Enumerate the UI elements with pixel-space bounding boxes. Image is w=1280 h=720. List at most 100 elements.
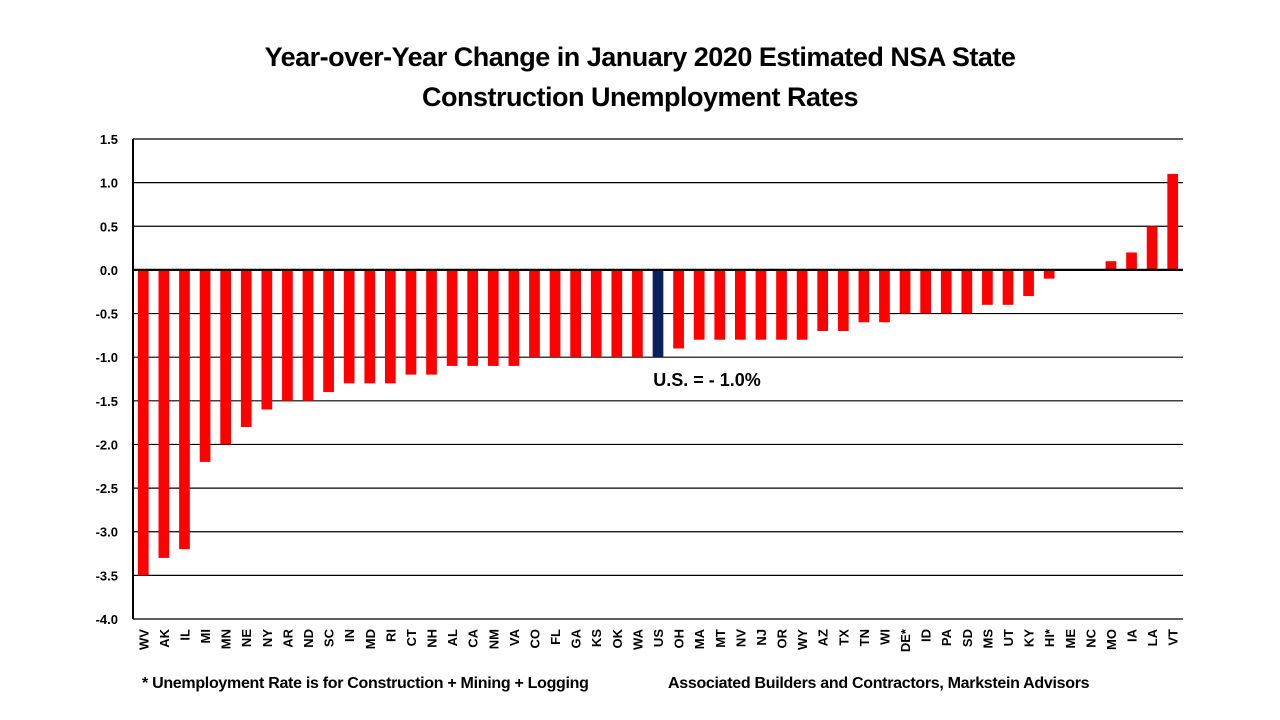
x-tick-label: OH xyxy=(672,629,687,649)
x-tick-label: VT xyxy=(1166,629,1181,646)
x-tick-label: CA xyxy=(466,628,481,647)
bar-az xyxy=(817,269,829,331)
bar-ny xyxy=(261,269,273,410)
x-tick-label: NC xyxy=(1083,628,1098,647)
x-tick-label: IL xyxy=(177,629,192,641)
bar-us xyxy=(652,269,664,358)
x-tick-label: MN xyxy=(219,629,234,649)
x-tick-label: SC xyxy=(322,628,337,647)
bar-nd xyxy=(302,269,314,401)
y-tick-label: -4.0 xyxy=(96,612,118,627)
x-tick-label: AL xyxy=(445,629,460,646)
x-tick-label: HI* xyxy=(1042,628,1057,647)
x-tick-label: NE xyxy=(239,629,254,647)
bar-pa xyxy=(940,269,952,314)
x-tick-label: UT xyxy=(1001,629,1016,646)
bar-sd xyxy=(961,269,973,314)
x-tick-label: MT xyxy=(713,629,728,648)
x-tick-label: WY xyxy=(795,629,810,650)
bar-tn xyxy=(858,269,870,323)
bar-nh xyxy=(426,269,437,375)
x-tick-label: NM xyxy=(486,629,501,649)
x-tick-label: LA xyxy=(1145,628,1160,646)
y-tick-label: -1.5 xyxy=(96,394,118,409)
x-tick-label: AK xyxy=(157,628,172,647)
bar-ma xyxy=(693,269,705,340)
bar-ms xyxy=(982,269,993,305)
bar-id xyxy=(920,269,931,314)
bar-ks xyxy=(590,269,602,358)
x-tick-label: NY xyxy=(260,629,275,647)
bar-ut xyxy=(1002,269,1014,305)
bar-ri xyxy=(385,269,396,384)
x-tick-labels: WV AK IL MI MN NE NY AR ND SC IN MD RI CT NH AL CA NM VA CO… xyxy=(136,628,1180,652)
y-tick-label: -1.0 xyxy=(96,350,118,365)
bar-ct xyxy=(405,269,417,375)
x-tick-label: WV xyxy=(136,629,151,650)
bar-nm xyxy=(487,269,499,366)
x-tick-label: ME xyxy=(1063,629,1078,649)
x-tick-label: MA xyxy=(692,628,707,649)
footnote-note: * Unemployment Rate is for Construction … xyxy=(142,675,589,692)
y-tick-label: -0.5 xyxy=(96,307,118,322)
bar-ia xyxy=(1126,252,1137,270)
bar-ca xyxy=(467,269,479,366)
bar-or xyxy=(776,269,787,340)
x-tick-label: MS xyxy=(980,629,995,649)
x-tick-label: NV xyxy=(733,629,748,647)
bar-ak xyxy=(158,269,170,558)
bar-co xyxy=(529,269,540,358)
bar-sc xyxy=(323,269,334,393)
bar-md xyxy=(364,269,376,384)
chart-title: Year-over-Year Change in January 2020 Es… xyxy=(264,42,1016,72)
chart-subtitle: Construction Unemployment Rates xyxy=(421,82,859,112)
bar-mo xyxy=(1105,261,1117,270)
us-annotation: U.S. = - 1.0% xyxy=(653,370,761,390)
x-tick-label: KY xyxy=(1022,629,1037,647)
bar-hi xyxy=(1043,269,1055,279)
bar-nj xyxy=(755,269,767,340)
x-tick-label: IN xyxy=(342,629,357,642)
x-tick-label: NJ xyxy=(754,629,769,646)
bar-wv xyxy=(137,269,149,576)
x-tick-label: NH xyxy=(425,629,440,648)
x-tick-label: MD xyxy=(363,629,378,649)
y-tick-label: 1.5 xyxy=(100,132,118,147)
x-tick-label: IA xyxy=(1125,628,1140,642)
bar-wi xyxy=(879,269,890,323)
x-tick-label: GA xyxy=(569,628,584,648)
bar-vt xyxy=(1167,173,1179,270)
y-tick-label: -2.5 xyxy=(96,481,118,496)
bar-wy xyxy=(796,269,808,340)
x-tick-label: MO xyxy=(1104,629,1119,650)
x-tick-label: ND xyxy=(301,629,316,648)
bar-mi xyxy=(199,269,211,462)
bar-ky xyxy=(1023,269,1034,297)
x-tick-label: CT xyxy=(404,629,419,646)
x-tick-label: SD xyxy=(960,629,975,647)
axes xyxy=(132,139,1183,619)
bar-va xyxy=(508,269,520,366)
x-tick-label: RI xyxy=(383,629,398,642)
bar-wa xyxy=(632,269,643,358)
bar-mn xyxy=(220,269,231,445)
x-tick-label: US xyxy=(651,629,666,647)
bar-ar xyxy=(282,269,293,401)
x-tick-label: DE* xyxy=(898,628,913,652)
x-tick-label: OR xyxy=(775,628,790,648)
bars xyxy=(137,173,1179,576)
x-tick-label: MI xyxy=(198,629,213,643)
bar-al xyxy=(446,269,458,366)
bar-de xyxy=(899,269,911,314)
x-tick-label: KS xyxy=(589,629,604,647)
x-tick-label: AZ xyxy=(816,629,831,646)
x-tick-label: OK xyxy=(610,628,625,648)
y-tick-label: -3.0 xyxy=(96,525,118,540)
x-tick-label: TN xyxy=(857,629,872,646)
bar-ga xyxy=(570,269,581,358)
bar-fl xyxy=(549,269,561,358)
y-tick-label: 1.0 xyxy=(100,176,118,191)
bar-oh xyxy=(673,269,684,349)
y-tick-label: -3.5 xyxy=(96,568,118,583)
